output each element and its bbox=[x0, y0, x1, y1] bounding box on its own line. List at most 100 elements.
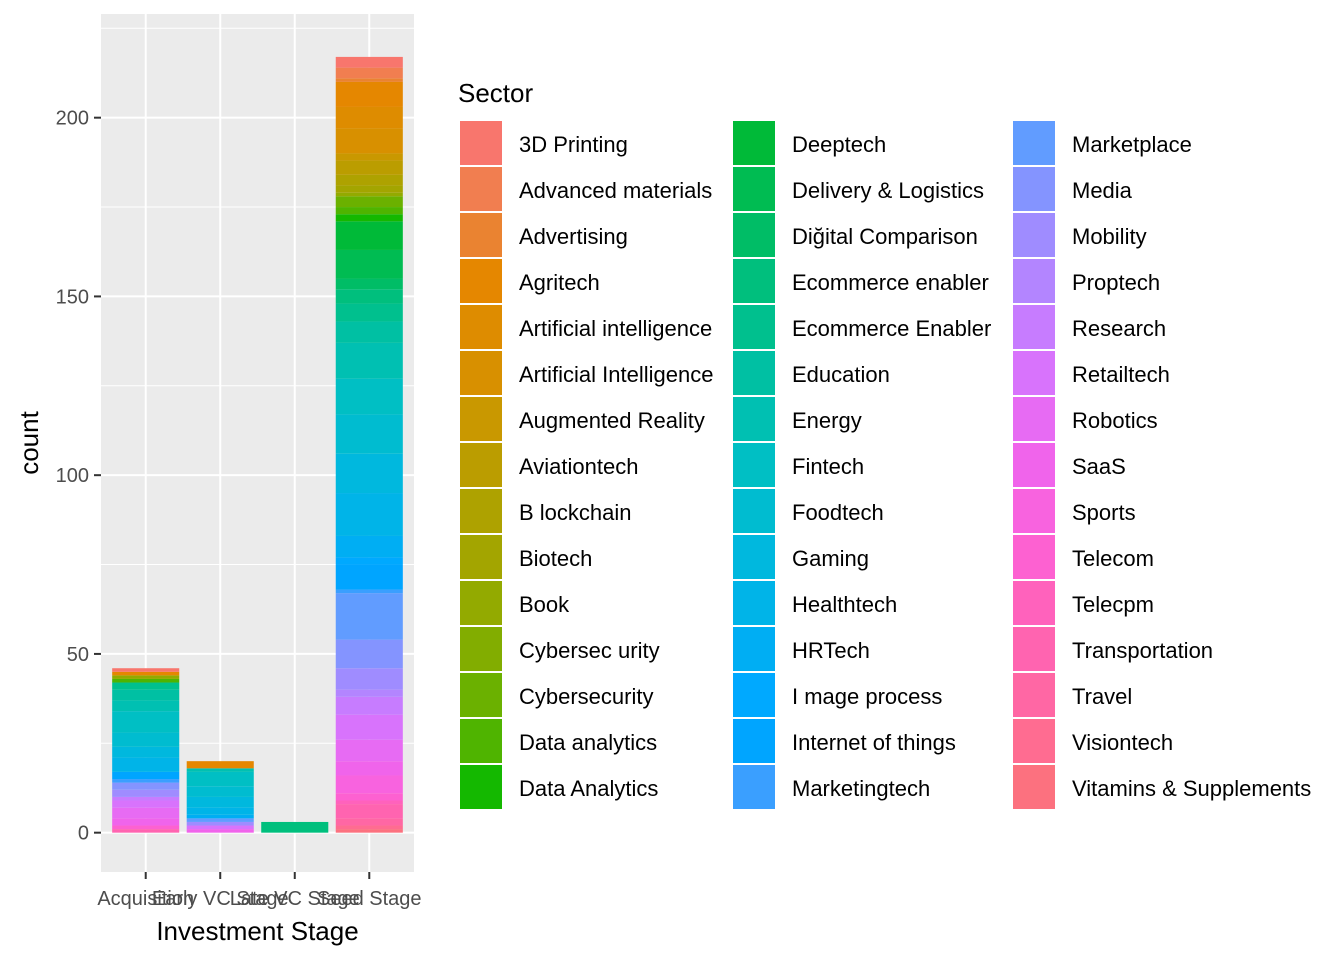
bar-segment bbox=[335, 174, 403, 186]
bar-segment bbox=[335, 196, 403, 208]
legend-label: Book bbox=[519, 592, 570, 617]
legend-label: Healthtech bbox=[792, 592, 897, 617]
bar-segment bbox=[186, 829, 254, 833]
bar-segment bbox=[335, 800, 403, 805]
bar-segment bbox=[335, 775, 403, 794]
legend-key bbox=[1013, 535, 1055, 579]
legend-label: Fintech bbox=[792, 454, 864, 479]
x-tick-label: Acquisition bbox=[97, 888, 194, 910]
legend-key bbox=[460, 765, 502, 809]
legend: 3D Printing Advanced materials Advertising… bbox=[460, 121, 1311, 809]
bar-segment bbox=[335, 56, 403, 68]
legend-key bbox=[460, 397, 502, 441]
legend-label: Marketplace bbox=[1072, 132, 1192, 157]
legend-label: B lockchain bbox=[519, 500, 632, 525]
legend-label: Advanced materials bbox=[519, 178, 712, 203]
x-axis-title: Investment Stage bbox=[156, 916, 358, 946]
legend-key bbox=[460, 259, 502, 303]
bar-segment bbox=[112, 789, 180, 797]
legend-key bbox=[1013, 673, 1055, 717]
legend-key bbox=[733, 351, 775, 395]
bar-segment bbox=[112, 678, 180, 683]
bar-segment bbox=[335, 207, 403, 215]
bar-segment bbox=[335, 160, 403, 175]
legend-label: Cybersec urity bbox=[519, 638, 660, 663]
bar-segment bbox=[335, 593, 403, 640]
legend-label: Media bbox=[1072, 178, 1133, 203]
legend-key bbox=[1013, 489, 1055, 533]
legend-key bbox=[1013, 581, 1055, 625]
legend-label: Retailtech bbox=[1072, 362, 1170, 387]
legend-key bbox=[460, 305, 502, 349]
bar-segment bbox=[335, 214, 403, 222]
legend-label: Foodtech bbox=[792, 500, 884, 525]
y-axis: 0 50 100 150 200 bbox=[56, 108, 101, 845]
legend-label: Education bbox=[792, 362, 890, 387]
bar-segment bbox=[112, 829, 180, 833]
bar-segment bbox=[186, 771, 254, 787]
bar-segment bbox=[335, 342, 403, 379]
bar-segment bbox=[335, 761, 403, 776]
y-tick-label: 100 bbox=[56, 465, 89, 487]
legend-key bbox=[460, 673, 502, 717]
legend-key bbox=[460, 351, 502, 395]
legend-key bbox=[460, 581, 502, 625]
legend-key bbox=[1013, 765, 1055, 809]
legend-key bbox=[733, 397, 775, 441]
y-tick-label: 150 bbox=[56, 286, 89, 308]
bar-segment bbox=[112, 800, 180, 808]
bar-segment bbox=[335, 303, 403, 322]
legend-label: Ecommerce enabler bbox=[792, 270, 989, 295]
bar-segment bbox=[335, 153, 403, 161]
bar-segment bbox=[112, 818, 180, 826]
bar-segment bbox=[335, 714, 403, 740]
bar-segment bbox=[335, 192, 403, 197]
bar-segment bbox=[335, 453, 403, 494]
legend-label: Energy bbox=[792, 408, 862, 433]
legend-label: Vitamins & Supplements bbox=[1072, 776, 1311, 801]
bar-segment bbox=[335, 81, 403, 107]
bar-segment bbox=[112, 700, 180, 712]
bar-segment bbox=[112, 675, 180, 679]
legend-label: SaaS bbox=[1072, 454, 1126, 479]
legend-label: I mage process bbox=[792, 684, 942, 709]
legend-label: Augmented Reality bbox=[519, 408, 705, 433]
bar-segment bbox=[112, 732, 180, 747]
legend-label: Travel bbox=[1072, 684, 1132, 709]
legend-key bbox=[733, 765, 775, 809]
legend-label: Advertising bbox=[519, 224, 628, 249]
legend-label: Ecommerce Enabler bbox=[792, 316, 991, 341]
bar-segment bbox=[112, 682, 180, 690]
legend-key bbox=[733, 213, 775, 257]
legend-key bbox=[733, 627, 775, 671]
legend-key bbox=[1013, 121, 1055, 165]
legend-key bbox=[1013, 443, 1055, 487]
legend-label: Cybersecurity bbox=[519, 684, 653, 709]
legend-label: Aviationtech bbox=[519, 454, 638, 479]
legend-label: HRTech bbox=[792, 638, 870, 663]
bar-segment bbox=[186, 825, 254, 830]
legend-key bbox=[460, 443, 502, 487]
legend-label: Transportation bbox=[1072, 638, 1213, 663]
legend-key bbox=[1013, 397, 1055, 441]
legend-label: Internet of things bbox=[792, 730, 956, 755]
bar-segment bbox=[335, 321, 403, 343]
bar-segment bbox=[186, 821, 254, 826]
bar-segment bbox=[335, 414, 403, 454]
legend-key bbox=[460, 535, 502, 579]
bar-segment bbox=[186, 818, 254, 822]
legend-key bbox=[1013, 213, 1055, 257]
bar-segment bbox=[335, 793, 403, 801]
bar-segment bbox=[335, 564, 403, 590]
legend-label: Biotech bbox=[519, 546, 592, 571]
bar-segment bbox=[112, 796, 180, 801]
legend-label: Deeptech bbox=[792, 132, 886, 157]
legend-label: Artificial intelligence bbox=[519, 316, 712, 341]
legend-key bbox=[460, 121, 502, 165]
legend-key bbox=[733, 121, 775, 165]
x-tick-label: Late VC Stage bbox=[230, 888, 360, 910]
legend-label: Proptech bbox=[1072, 270, 1160, 295]
y-tick-label: 200 bbox=[56, 108, 89, 130]
bar-segment bbox=[112, 771, 180, 780]
